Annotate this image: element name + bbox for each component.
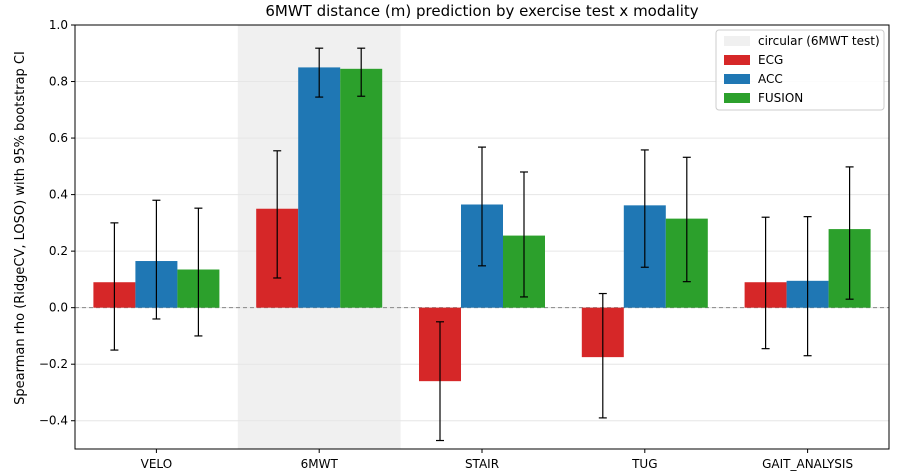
- y-tick-label: −0.2: [39, 357, 68, 371]
- legend-swatch-ecg: [724, 55, 750, 65]
- legend-label-fusion: FUSION: [758, 91, 803, 105]
- x-tick-label: VELO: [141, 457, 173, 471]
- legend-swatch-acc: [724, 74, 750, 84]
- legend-label-acc: ACC: [758, 72, 783, 86]
- legend-box: [715, 29, 885, 111]
- legend-swatch-fusion: [724, 93, 750, 103]
- y-tick-label: 1.0: [49, 18, 68, 32]
- y-tick-label: 0.8: [49, 75, 68, 89]
- y-tick-label: 0.4: [49, 188, 68, 202]
- x-tick-label: STAIR: [465, 457, 499, 471]
- y-tick-label: 0.0: [49, 301, 68, 315]
- x-tick-label: GAIT_ANALYSIS: [762, 457, 853, 471]
- bar-fusion-6mwt: [340, 68, 383, 308]
- bar-acc-6mwt: [298, 67, 341, 308]
- legend-label-highlight: circular (6MWT test): [758, 34, 880, 48]
- x-tick-label: TUG: [631, 457, 657, 471]
- x-tick-label: 6MWT: [301, 457, 339, 471]
- y-tick-label: −0.4: [39, 414, 68, 428]
- legend-label-ecg: ECG: [758, 53, 783, 67]
- y-tick-label: 0.6: [49, 131, 68, 145]
- y-tick-label: 0.2: [49, 244, 68, 258]
- legend-swatch-highlight: [724, 36, 750, 46]
- y-axis-label: Spearman rho (RidgeCV, LOSO) with 95% bo…: [13, 51, 28, 405]
- chart-title: 6MWT distance (m) prediction by exercise…: [265, 2, 698, 20]
